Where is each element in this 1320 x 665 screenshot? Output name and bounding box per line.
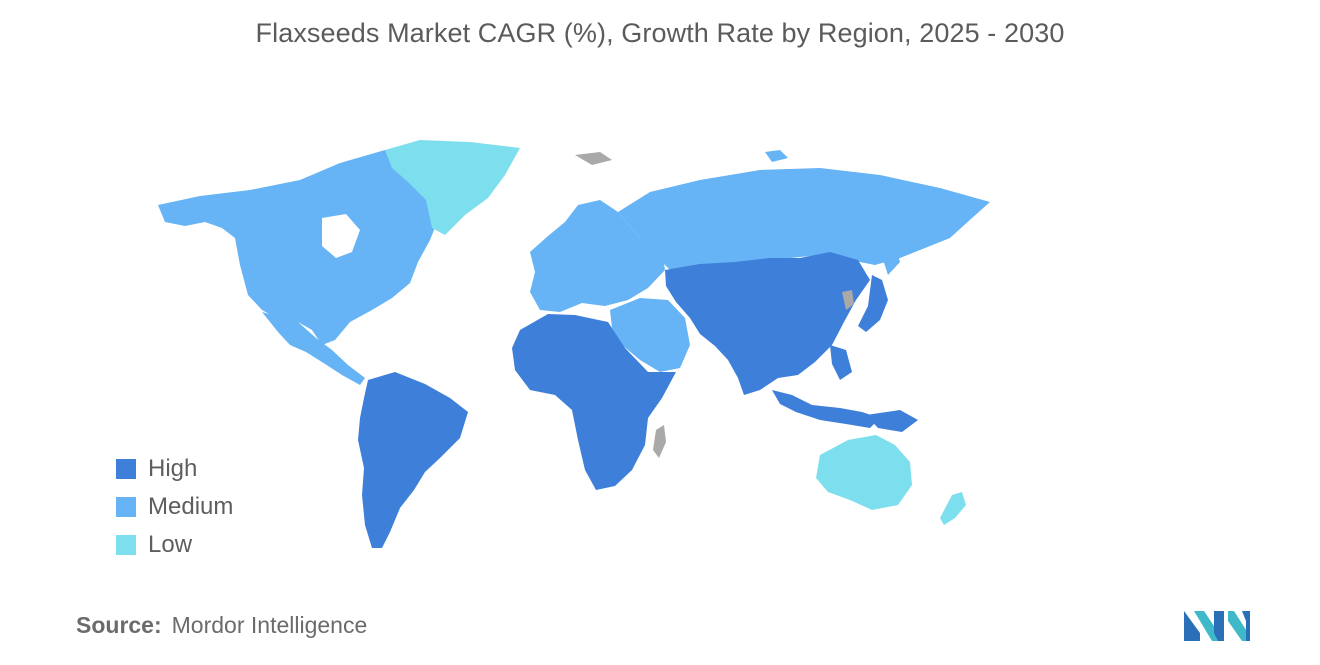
legend-label-low: Low — [148, 531, 193, 558]
region-australia — [816, 435, 912, 510]
legend-item-low: Low — [116, 526, 233, 564]
region-japan — [858, 275, 888, 332]
legend-item-medium: Medium — [116, 488, 233, 526]
legend-label-medium: Medium — [148, 493, 234, 520]
region-africa — [512, 314, 676, 490]
region-middle-east — [610, 298, 690, 372]
region-central-america — [262, 312, 365, 385]
region-europe — [530, 200, 665, 312]
legend-label-high: High — [148, 455, 198, 482]
legend-swatch-medium — [116, 497, 136, 517]
legend: High Medium Low — [116, 450, 233, 564]
region-north-america — [158, 150, 440, 345]
legend-item-high: High — [116, 450, 233, 488]
region-madagascar — [653, 425, 666, 458]
source-key: Source: — [76, 612, 162, 638]
legend-swatch-low — [116, 535, 136, 555]
legend-swatch-high — [116, 459, 136, 479]
chart-title: Flaxseeds Market CAGR (%), Growth Rate b… — [255, 18, 1065, 48]
source-value: Mordor Intelligence — [171, 612, 368, 638]
region-asia — [665, 252, 870, 395]
region-south-america — [358, 372, 468, 548]
region-new-zealand — [940, 492, 966, 525]
region-russia — [618, 168, 990, 275]
source-line: Source: Mordor Intelligence — [76, 612, 367, 639]
region-southeast-asia — [772, 390, 880, 428]
mordor-intelligence-logo-icon — [1184, 611, 1250, 641]
region-greenland — [385, 140, 520, 235]
